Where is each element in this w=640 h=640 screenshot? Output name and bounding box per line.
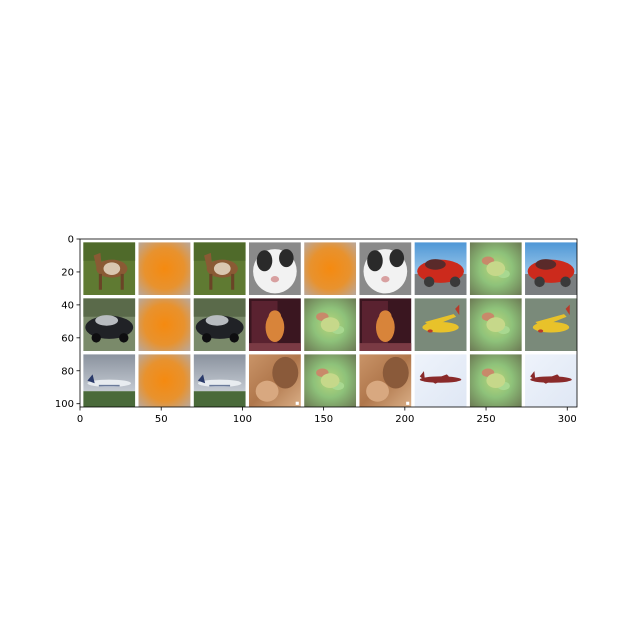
tile-airliner bbox=[83, 354, 136, 407]
tile-green-noise bbox=[469, 242, 522, 295]
tile-black-car bbox=[83, 298, 136, 351]
y-tick-label: 100 bbox=[55, 399, 74, 410]
tile-cat bbox=[248, 242, 301, 295]
y-tick-label: 80 bbox=[61, 366, 74, 377]
tile-black-car bbox=[193, 298, 246, 351]
tile-horse bbox=[83, 242, 136, 295]
y-tick-label: 0 bbox=[68, 235, 74, 246]
tile-green-noise bbox=[304, 354, 357, 407]
y-axis: 0 20 40 60 80 100 bbox=[55, 235, 80, 410]
tile-red-car bbox=[525, 242, 577, 295]
x-tick-label: 150 bbox=[314, 414, 333, 425]
tile-green-noise bbox=[469, 298, 522, 351]
x-tick-label: 50 bbox=[155, 414, 168, 425]
tile-cat-fur bbox=[359, 354, 412, 407]
tile-red-plane bbox=[414, 354, 467, 407]
tile-green-noise bbox=[469, 354, 522, 407]
x-tick-label: 0 bbox=[77, 414, 83, 425]
tile-green-noise bbox=[304, 298, 357, 351]
tile-airliner bbox=[193, 354, 246, 407]
tile-orange-noise bbox=[138, 298, 191, 351]
tile-yellow-plane bbox=[414, 298, 467, 351]
x-tick-label: 100 bbox=[233, 414, 252, 425]
tile-orange-noise bbox=[304, 242, 357, 295]
tile-orange-noise bbox=[138, 242, 191, 295]
tile-red-car bbox=[414, 242, 467, 295]
tile-cat-fur bbox=[248, 354, 301, 407]
tile-cat bbox=[359, 242, 412, 295]
y-tick-label: 60 bbox=[61, 333, 74, 344]
y-tick-label: 40 bbox=[61, 300, 74, 311]
image-grid bbox=[83, 242, 577, 407]
x-tick-label: 250 bbox=[476, 414, 495, 425]
tile-yellow-plane bbox=[525, 298, 577, 351]
x-axis: 0 50 100 150 200 250 300 bbox=[77, 407, 577, 425]
tile-orange-noise bbox=[138, 354, 191, 407]
tile-horse bbox=[193, 242, 246, 295]
tile-red-plane bbox=[525, 354, 577, 407]
y-tick-label: 20 bbox=[61, 267, 74, 278]
x-tick-label: 200 bbox=[395, 414, 414, 425]
tile-cat-in-window bbox=[248, 298, 301, 351]
axes-frame bbox=[79, 238, 578, 408]
x-tick-label: 300 bbox=[558, 414, 577, 425]
tile-cat-in-window bbox=[359, 298, 412, 351]
